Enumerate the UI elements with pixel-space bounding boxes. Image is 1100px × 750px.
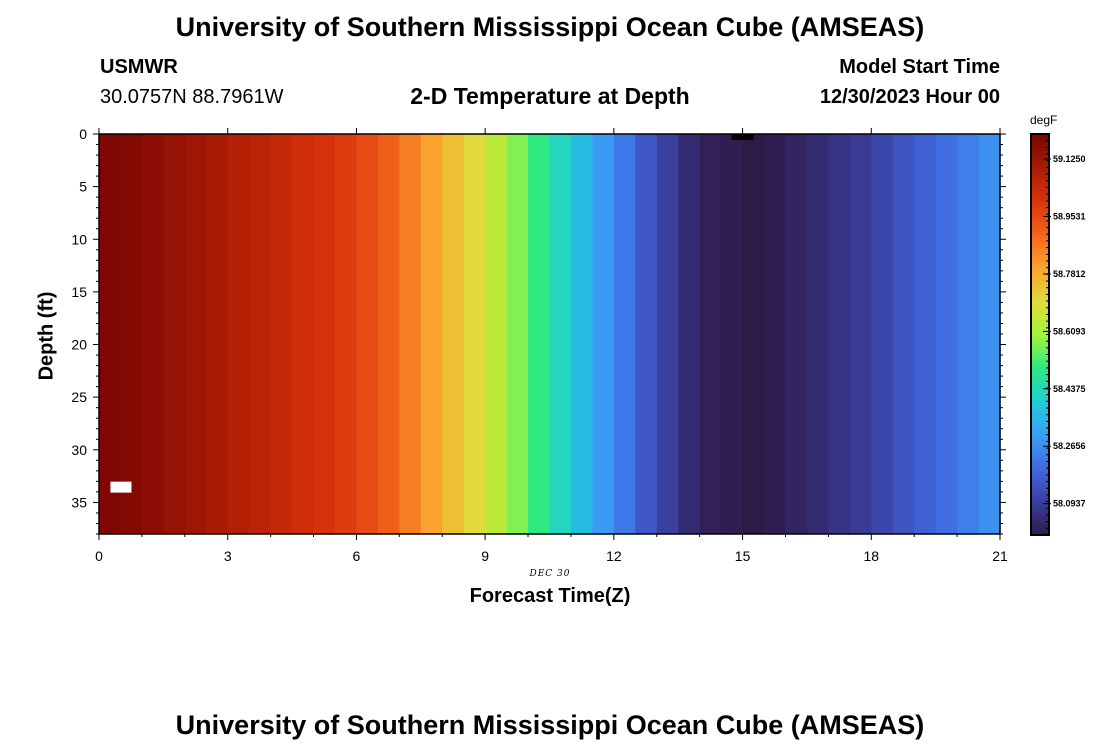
heatmap-column [613,134,636,534]
heatmap-column [399,134,422,534]
x-tick-label: 21 [992,548,1008,564]
station-name: USMWR [100,56,178,78]
heatmap-column [678,134,701,534]
heatmap-column [570,134,594,534]
y-tick-label: 30 [71,442,87,458]
heatmap-column [892,134,915,534]
heatmap-column [420,134,443,534]
heatmap-column [849,134,872,534]
model-start-value: 12/30/2023 Hour 00 [819,86,1000,108]
heatmap-column [506,134,529,534]
model-start-label: Model Start Time [839,56,1000,78]
y-tick-label: 0 [79,126,87,142]
colorbar-tick-label: 58.7812 [1053,269,1086,279]
heatmap-column [141,134,164,534]
plot-subtitle: 2-D Temperature at Depth [410,83,690,109]
heatmap-column [914,134,937,534]
heatmap-column [721,134,744,534]
heatmap-column [249,134,272,534]
heatmap-column [635,134,658,534]
heatmap-column [227,134,250,534]
heatmap-column [334,134,358,534]
heatmap-column [313,134,336,534]
heatmap-column [592,134,615,534]
heatmap-column [270,134,293,534]
heatmap-column [764,134,787,534]
heatmap-column [978,134,1001,534]
heatmap-column [377,134,400,534]
heatmap-column [549,134,572,534]
x-tick-label: 15 [735,548,751,564]
colorbar-tick-label: 58.4375 [1053,384,1086,394]
axes-ticks: 0 3 6 9 12 15 18 21 0 5 10 15 20 25 30 35 [71,126,1008,564]
missing-data-cell [110,481,132,493]
surface-marker [731,134,754,140]
x-tick-label: 6 [353,548,361,564]
y-tick-label: 10 [71,231,87,247]
heatmap-column [442,134,465,534]
heatmap-column [120,134,143,534]
heatmap-cells [99,134,1001,534]
colorbar-unit: degF [1030,113,1058,127]
date-label: DEC 30 [529,569,571,579]
colorbar-tick-label: 58.0937 [1053,499,1086,509]
heatmap-column [742,134,765,534]
heatmap-column [163,134,186,534]
y-axis-label: Depth (ft) [35,291,58,381]
heatmap-column [184,134,207,534]
heatmap-column [806,134,829,534]
heatmap-column [656,134,679,534]
y-tick-label: 35 [71,494,87,510]
heatmap-column [292,134,315,534]
x-tick-label: 12 [606,548,622,564]
heatmap-column [206,134,229,534]
heatmap-column [699,134,722,534]
colorbar-tick-label: 59.1250 [1053,154,1086,164]
y-tick-label: 5 [79,179,87,195]
heatmap-column [463,134,486,534]
station-coordinates: 30.0757N 88.7961W [100,86,284,108]
chart-title: University of Southern Mississippi Ocean… [175,12,925,42]
x-tick-label: 9 [481,548,489,564]
colorbar-tick-label: 58.6093 [1053,326,1086,336]
x-axis-label: Forecast Time(Z) [469,585,631,607]
colorbar-tick-label: 58.2656 [1053,441,1086,451]
x-tick-label: 0 [95,548,103,564]
y-tick-label: 25 [71,389,87,405]
colorbar: 59.1250 58.9531 58.7812 58.6093 58.4375 58.26… [1030,133,1086,536]
heatmap-column [785,134,808,534]
heatmap-column [935,134,958,534]
y-tick-label: 20 [71,337,87,353]
heatmap-column [485,134,508,534]
heatmap-column [528,134,551,534]
heatmap-overlay [110,134,754,493]
heatmap-column [99,134,122,534]
footer-title: University of Southern Mississippi Ocean… [175,710,925,740]
x-tick-label: 3 [224,548,232,564]
heatmap-column [828,134,851,534]
x-tick-label: 18 [863,548,879,564]
colorbar-tick-label: 58.9531 [1053,212,1086,222]
heatmap-column [871,134,894,534]
heatmap-column [957,134,980,534]
heatmap-column [356,134,379,534]
y-tick-label: 15 [71,284,87,300]
